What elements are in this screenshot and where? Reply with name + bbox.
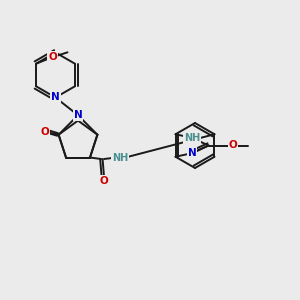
Text: NH: NH [184, 133, 200, 143]
Text: O: O [48, 52, 57, 62]
Text: N: N [51, 92, 60, 103]
Text: N: N [74, 110, 82, 120]
Text: N: N [188, 148, 196, 158]
Text: O: O [41, 127, 50, 137]
Text: NH: NH [112, 152, 128, 163]
Text: O: O [229, 140, 238, 151]
Text: O: O [100, 176, 109, 186]
